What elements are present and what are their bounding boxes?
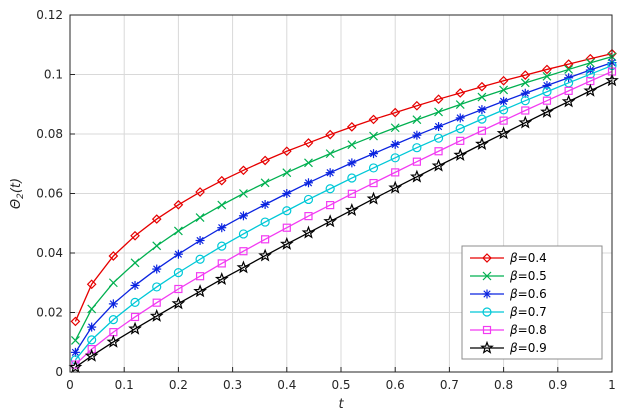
legend-entry-label: β=0.4: [509, 251, 547, 265]
svg-text:0.06: 0.06: [36, 187, 63, 201]
series-β=0.9: [68, 73, 619, 374]
axes: [69, 14, 613, 373]
svg-text:0.02: 0.02: [36, 306, 63, 320]
svg-text:0.2: 0.2: [169, 378, 188, 392]
legend-entry-label: β=0.8: [509, 323, 547, 337]
svg-text:0.5: 0.5: [331, 378, 350, 392]
svg-text:0.08: 0.08: [36, 127, 63, 141]
svg-text:0.1: 0.1: [44, 68, 63, 82]
svg-text:0.1: 0.1: [115, 378, 134, 392]
svg-text:0: 0: [55, 365, 63, 379]
legend: β=0.4 β=0.5 β=0.6 β=0.7 β=0.8 β=0.9: [461, 245, 603, 360]
svg-text:0.7: 0.7: [440, 378, 459, 392]
legend-entry-label: β=0.7: [509, 305, 547, 319]
svg-text:0.4: 0.4: [277, 378, 296, 392]
svg-text:0.04: 0.04: [36, 246, 63, 260]
svg-text:0.12: 0.12: [36, 8, 63, 22]
y-axis-label: Θ2(t): [9, 178, 26, 209]
svg-text:0.3: 0.3: [223, 378, 242, 392]
svg-text:0.9: 0.9: [548, 378, 567, 392]
svg-text:0: 0: [66, 378, 74, 392]
series-β=0.4: [70, 48, 617, 327]
svg-text:0.8: 0.8: [494, 378, 513, 392]
series-β=0.7: [70, 60, 617, 365]
legend-entry-label: β=0.5: [509, 269, 547, 283]
svg-text:1: 1: [608, 378, 616, 392]
legend-entry-label: β=0.6: [509, 287, 547, 301]
svg-text:0.6: 0.6: [386, 378, 405, 392]
tick-labels: 0 0.1 0.2 0.3 0.4 0.5 0.6 0.7 0.8 0.9 1 0 0.02 0.04 0.…: [36, 8, 616, 392]
legend-entry-label: β=0.9: [509, 341, 547, 355]
series-β=0.5: [70, 52, 617, 345]
x-axis-label: t: [338, 397, 344, 412]
